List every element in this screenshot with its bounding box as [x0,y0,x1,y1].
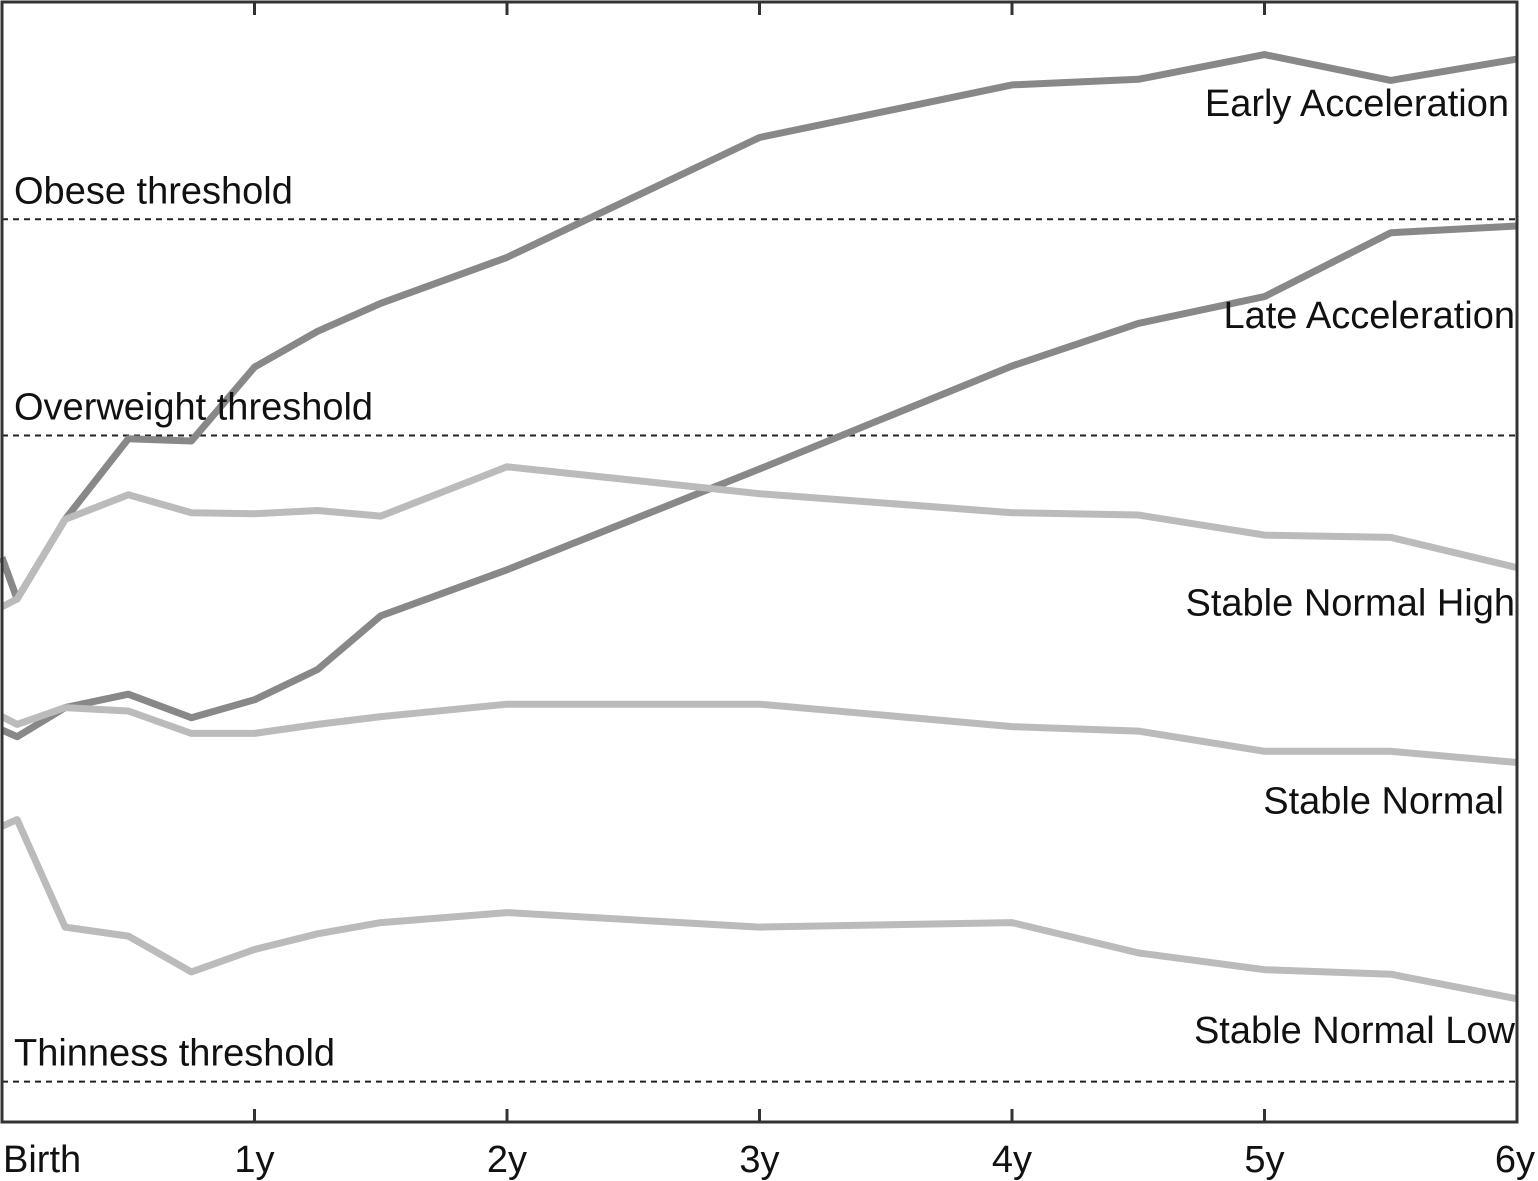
early-acceleration-series-line [0,51,1518,603]
x-tick-label-4y: 4y [992,1139,1032,1181]
early-acceleration-series-label: Early Acceleration [1205,83,1509,125]
stable-normal-series-label: Stable Normal [1263,780,1504,822]
thinness-threshold-label: Thinness threshold [14,1033,335,1075]
x-tick-label-1y: 1y [234,1139,274,1181]
stable-normal-low-series-label: Stable Normal Low [1194,1010,1516,1052]
late-acceleration-series-line [0,222,1518,741]
obese-threshold-label: Obese threshold [14,170,293,212]
x-tick-label-6y: 6y [1495,1139,1535,1181]
x-tick-label-birth: Birth [3,1139,81,1181]
x-tick-label-5y: 5y [1244,1139,1284,1181]
late-acceleration-series-label: Late Acceleration [1223,295,1515,337]
threshold-layer [2,218,1517,1083]
x-tick-label-3y: 3y [739,1139,779,1181]
stable-normal-series-line [0,700,1518,766]
stable-normal-low-series-line [0,816,1518,1003]
stable-normal-high-series-label: Stable Normal High [1186,583,1515,625]
label-layer: Obese threshold Overweight threshold Thinn… [14,83,1516,1075]
series-layer [0,51,1518,1003]
x-tick-label-2y: 2y [487,1139,527,1181]
stable-normal-high-series-line [0,463,1518,610]
overweight-threshold-label: Overweight threshold [14,386,373,428]
